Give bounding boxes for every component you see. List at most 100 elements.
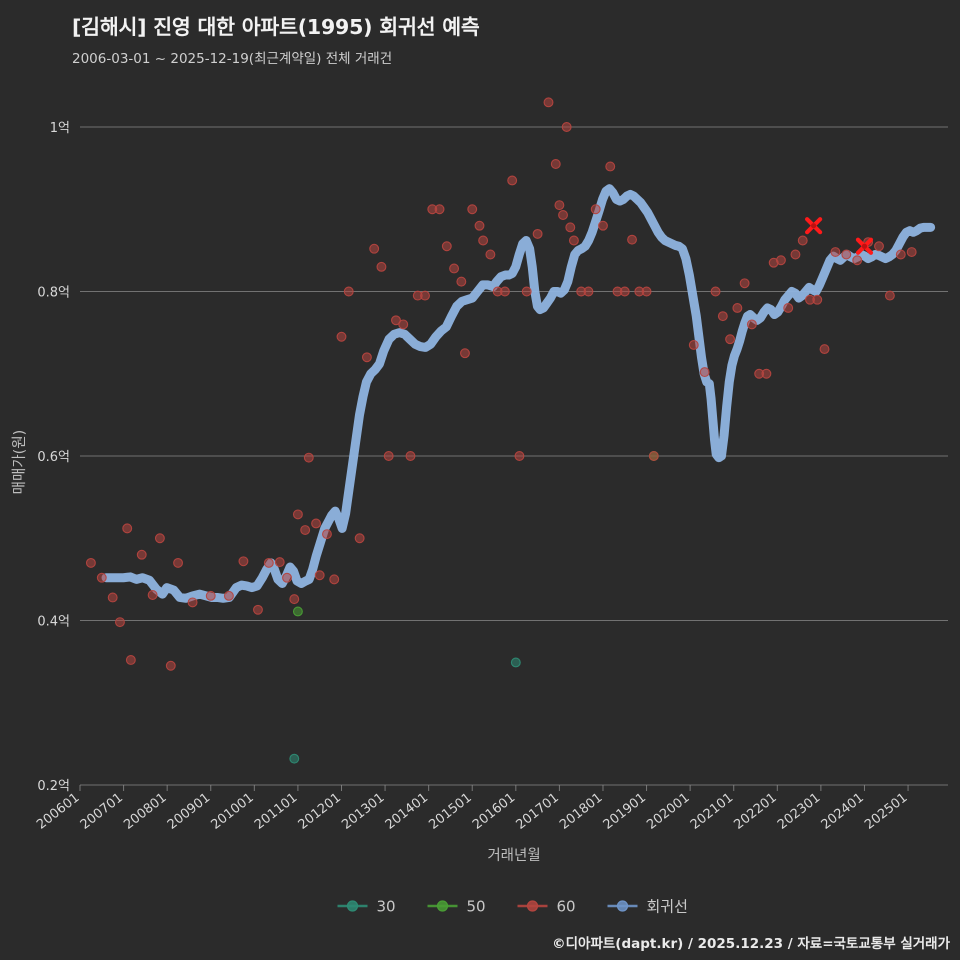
scatter-point-60 [558,210,568,220]
scatter-point-60 [830,247,841,257]
x-axis-tick-label-201501: 201501 [426,790,474,832]
x-axis-tick-label-201401: 201401 [383,790,431,832]
y-axis-tick-label-0.8억: 0.8억 [37,286,70,301]
scatter-point-60 [739,278,750,289]
scatter-point-60 [790,249,801,260]
scatter-point-60 [343,286,354,297]
x-axis-tick-label-202201: 202201 [731,790,779,832]
scatter-point-60 [263,557,274,568]
scatter-point-60 [874,241,884,252]
scatter-point-60 [598,220,608,231]
scatter-point-60 [583,286,594,297]
chart-footer-credit: ©디아파트(dapt.kr) / 2025.12.23 / 자료=국토교통부 실… [552,936,950,952]
scatter-point-60 [311,518,322,529]
scatter-point-60 [354,533,365,544]
y-axis-tick-label-0.2억: 0.2억 [37,779,70,794]
scatter-point-60 [391,315,401,326]
x-axis-tick-label-200801: 200801 [121,790,169,832]
scatter-point-30 [510,657,521,668]
legend-marker-50 [436,900,449,912]
scatter-point-60 [292,509,303,520]
scatter-point-60 [884,290,895,301]
scatter-point-60 [710,286,721,297]
scatter-point-60 [619,286,630,297]
scatter-point-60 [238,556,249,567]
scatter-point-60 [775,255,786,266]
scatter-point-60 [361,352,372,363]
scatter-point-60 [565,222,576,233]
scatter-point-60 [107,592,118,603]
x-axis-tick-label-200601: 200601 [34,790,82,832]
scatter-point-60 [322,529,332,540]
scatter-point-60 [812,294,823,305]
scatter-point-60 [478,235,489,246]
scatter-point-60 [369,243,380,254]
chart-header: [김해시] 진영 대한 아파트(1995) 회귀선 예측 2006-03-01 … [72,10,480,67]
x-axis-tick-label-201101: 201101 [252,790,300,832]
y-axis-tick-label-0.4억: 0.4억 [37,615,70,630]
scatter-point-60 [906,247,917,257]
scatter-point-60 [550,159,561,169]
scatter-point-60 [561,122,572,132]
scatter-point-60 [154,533,165,544]
x-axis-tick-label-202001: 202001 [644,790,692,832]
legend-marker-60 [526,900,539,912]
chart-title: [김해시] 진영 대한 아파트(1995) 회귀선 예측 [72,15,480,39]
scatter-point-60 [336,331,347,342]
scatter-point-60 [648,451,659,461]
scatter-point-60 [441,241,452,252]
scatter-point-60 [289,594,300,605]
scatter-point-60 [732,303,743,313]
x-axis-tick-label-201801: 201801 [557,790,605,832]
x-axis-tick-label-201001: 201001 [208,790,256,832]
x-axis-tick-label-202101: 202101 [688,790,736,832]
scatter-point-60 [173,557,184,568]
legend-marker-회귀선 [616,900,629,912]
scatter-point-60 [300,525,311,535]
scatter-point-30 [289,753,300,764]
scatter-point-60 [383,451,394,461]
x-axis-tick-label-201901: 201901 [601,790,649,832]
scatter-point-60 [165,660,176,671]
scatter-point-60 [485,249,496,260]
scatter-point-60 [717,311,728,322]
scatter-point-60 [114,617,125,628]
scatter-point-60 [605,161,616,172]
legend-marker-30 [346,900,359,912]
highlight-x-center [861,243,868,249]
x-axis-tick-label-201301: 201301 [339,790,387,832]
scatter-point-60 [187,597,198,608]
scatter-point-60 [554,200,565,211]
x-axis-tick-label-200901: 200901 [165,790,213,832]
scatter-point-60 [449,263,460,274]
legend-label-60[interactable]: 60 [557,898,576,916]
x-axis-tick-label-202301: 202301 [775,790,823,832]
scatter-point-50 [292,606,303,617]
scatter-point-60 [303,452,314,463]
scatter-point-60 [852,255,863,266]
highlight-x-center [811,223,817,229]
scatter-point-60 [746,319,757,330]
x-axis-tick-label-201201: 201201 [296,790,344,832]
scatter-point-60 [398,319,409,330]
scatter-point-60 [205,590,216,601]
legend-label-회귀선[interactable]: 회귀선 [647,898,688,916]
legend-label-50[interactable]: 50 [467,898,486,916]
scatter-point-60 [329,574,340,585]
scatter-point-60 [434,204,445,215]
scatter-point-60 [568,235,579,246]
scatter-point-60 [85,557,96,568]
highlighted-points [805,217,874,255]
x-axis-tick-label-200701: 200701 [78,790,126,832]
legend-label-30[interactable]: 30 [377,898,396,916]
x-axis-tick-label-202501: 202501 [862,790,910,832]
scatter-series-30 [289,657,521,764]
x-axis-tick-label-201701: 201701 [514,790,562,832]
scatter-point-60 [282,572,292,583]
scatter-point-60 [590,204,601,215]
scatter-point-60 [460,348,470,359]
chart-legend: 30 50 60 회귀선 [337,898,688,916]
scatter-point-60 [274,557,285,568]
